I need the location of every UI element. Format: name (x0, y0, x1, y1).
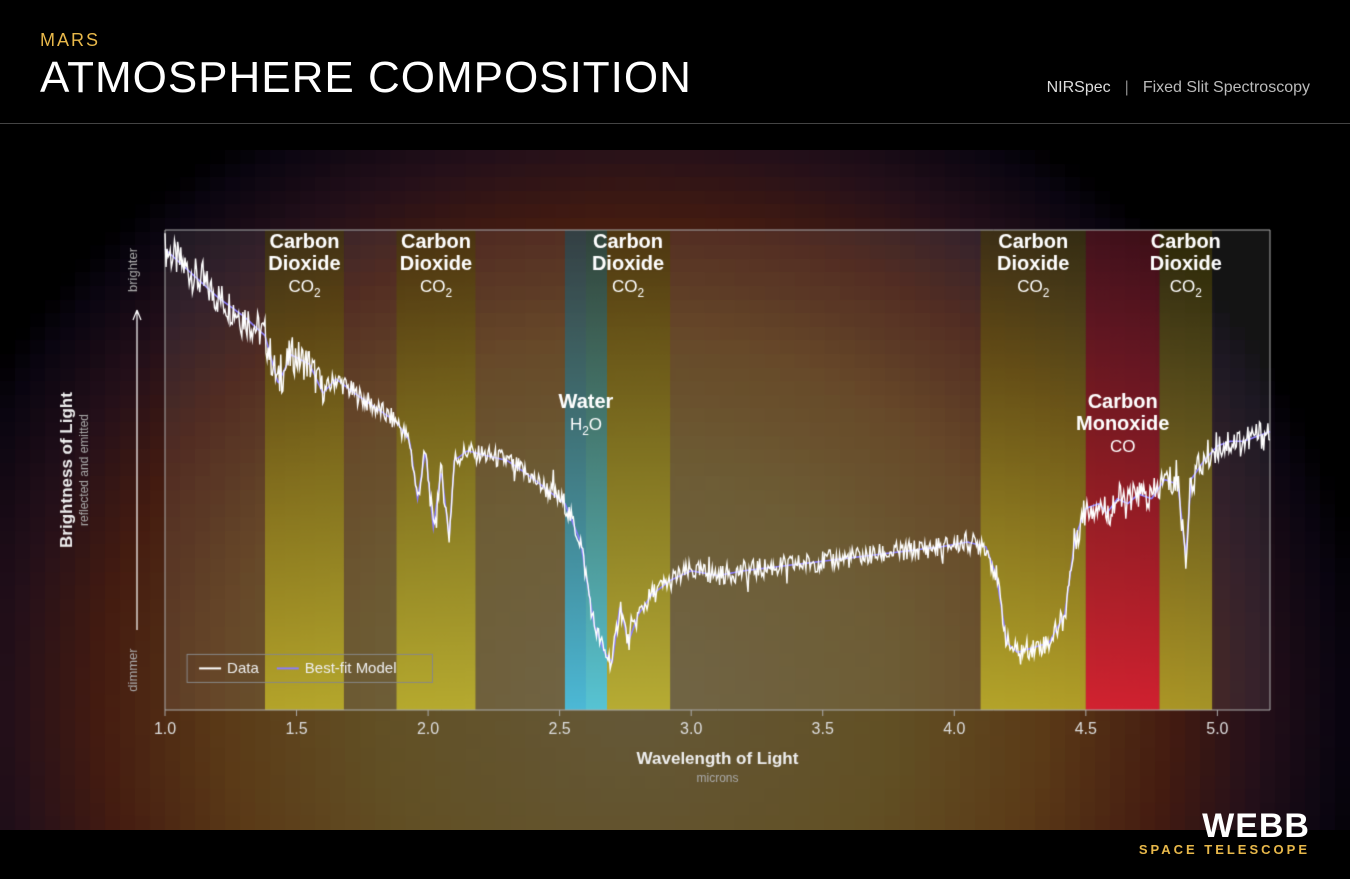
webb-logo: WEBB SPACE TELESCOPE (1139, 811, 1310, 857)
instrument-name: NIRSpec (1047, 79, 1111, 97)
logo-sub: SPACE TELESCOPE (1139, 842, 1310, 857)
title-block: MARS ATMOSPHERE COMPOSITION (40, 30, 692, 103)
eyebrow: MARS (40, 30, 692, 51)
separator: | (1125, 79, 1129, 97)
instrument-mode: Fixed Slit Spectroscopy (1143, 79, 1310, 97)
page-title: ATMOSPHERE COMPOSITION (40, 53, 692, 103)
spectrum-chart (0, 150, 1350, 830)
chart-container (0, 150, 1350, 830)
header: MARS ATMOSPHERE COMPOSITION NIRSpec | Fi… (0, 0, 1350, 124)
logo-main: WEBB (1139, 811, 1310, 842)
instrument-label: NIRSpec | Fixed Slit Spectroscopy (1047, 79, 1310, 103)
